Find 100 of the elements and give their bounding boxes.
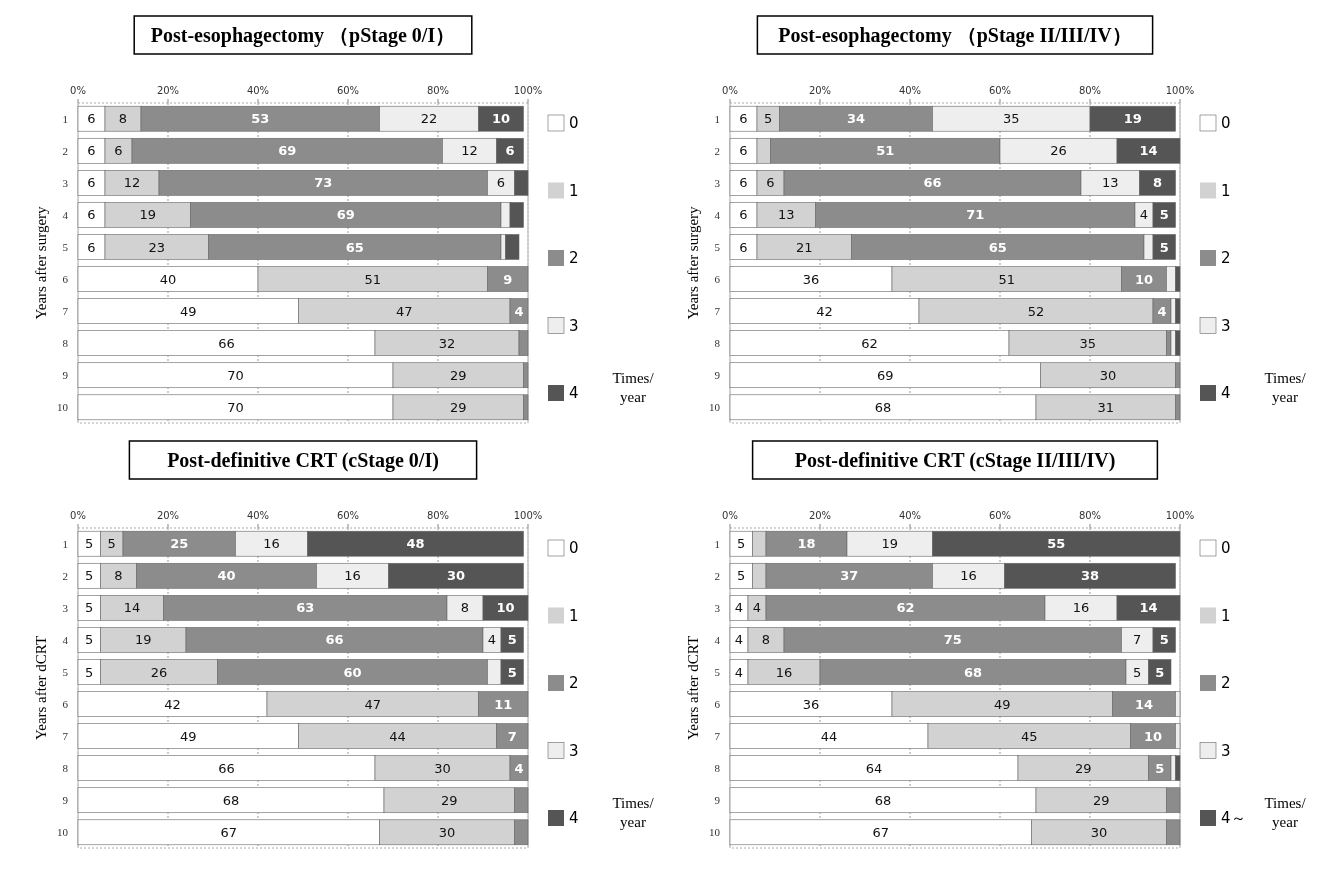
y-axis-title: Years after dCRT	[685, 635, 701, 741]
x-tick-label: 0%	[70, 510, 86, 521]
y-tick-label: 9	[62, 794, 69, 807]
data-label: 8	[1152, 175, 1163, 191]
y-tick-label: 4	[714, 208, 721, 221]
data-label: 62	[861, 335, 878, 351]
data-label: 5	[85, 632, 94, 648]
data-label: 51	[364, 271, 382, 287]
data-label: 64	[865, 760, 883, 776]
data-label: 12	[461, 143, 478, 159]
y-tick-label: 2	[62, 569, 68, 582]
data-label: 11	[494, 696, 513, 712]
data-label: 23	[148, 239, 166, 255]
y-tick-label: 1	[62, 112, 68, 125]
data-label: 30	[434, 760, 451, 776]
data-label: 6	[739, 175, 748, 191]
x-tick-label: 80%	[1078, 510, 1102, 521]
y-tick-label: 10	[57, 826, 69, 839]
data-label: 40	[159, 271, 177, 287]
data-label: 66	[923, 175, 942, 191]
data-label: 48	[406, 536, 425, 552]
legend-label: 4	[569, 384, 579, 403]
data-label: 38	[1080, 568, 1100, 584]
x-tick-label: 60%	[336, 510, 360, 521]
data-label: 44	[820, 728, 838, 744]
y-tick-label: 1	[62, 537, 68, 550]
data-label: 7	[1133, 632, 1142, 648]
x-tick-label: 100%	[1165, 85, 1195, 96]
x-tick-label: 20%	[156, 85, 180, 96]
chart-title: Post-definitive CRT (cStage II/III/IV)	[794, 449, 1116, 472]
y-tick-label: 7	[714, 304, 721, 317]
data-label: 32	[438, 335, 456, 351]
data-label: 10	[496, 600, 515, 616]
data-label: 5	[507, 664, 517, 680]
data-label: 16	[1072, 600, 1090, 616]
data-label: 40	[217, 568, 236, 584]
x-tick-label: 40%	[246, 85, 270, 96]
data-label: 5	[85, 600, 94, 616]
y-tick-label: 8	[62, 337, 69, 350]
x-tick-label: 0%	[722, 85, 738, 96]
data-label: 6	[505, 143, 515, 159]
legend-label: 0	[569, 114, 579, 133]
legend-label: 0	[569, 539, 579, 558]
legend-label: 3	[569, 741, 579, 760]
data-label: 47	[395, 303, 413, 319]
data-label: 4	[1157, 303, 1167, 319]
data-label: 19	[134, 632, 152, 648]
y-tick-label: 2	[714, 569, 720, 582]
data-label: 47	[364, 696, 382, 712]
y-tick-label: 10	[709, 401, 721, 414]
data-label: 6	[87, 111, 96, 127]
data-label: 42	[816, 303, 833, 319]
data-label: 75	[943, 632, 962, 648]
data-label: 29	[449, 399, 467, 415]
data-label: 5	[107, 536, 116, 552]
data-label: 13	[777, 207, 795, 223]
data-label: 6	[739, 143, 748, 159]
data-label: 67	[220, 824, 238, 840]
data-label: 22	[420, 111, 438, 127]
data-label: 65	[345, 239, 364, 255]
data-label: 66	[325, 632, 344, 648]
legend-label: 0	[1221, 114, 1231, 133]
data-label: 21	[795, 239, 813, 255]
data-label: 5	[1133, 664, 1142, 680]
y-tick-label: 7	[62, 304, 69, 317]
data-label: 4	[487, 632, 497, 648]
x-tick-label: 60%	[336, 85, 360, 96]
x-tick-label: 100%	[513, 510, 543, 521]
data-label: 8	[118, 111, 128, 127]
data-label: 10	[1134, 271, 1154, 287]
data-label: 8	[761, 632, 771, 648]
data-label: 30	[446, 568, 466, 584]
text: Times/ year	[1264, 370, 1307, 405]
x-tick-label: 20%	[808, 85, 832, 96]
y-tick-label: 9	[714, 794, 721, 807]
text: Times/ year	[612, 795, 655, 830]
chart-title: Post-esophagectomy （pStage 0/I）	[150, 24, 456, 47]
x-tick-label: 80%	[1078, 85, 1102, 96]
legend-label: 2	[1221, 674, 1231, 693]
data-label: 29	[1074, 760, 1092, 776]
data-label: 6	[114, 143, 123, 159]
data-label: 30	[1090, 824, 1108, 840]
data-label: 5	[1155, 664, 1165, 680]
data-label: 29	[449, 367, 467, 383]
data-label: 68	[874, 792, 892, 808]
data-label: 53	[251, 111, 270, 127]
data-label: 9	[503, 271, 513, 287]
y-tick-label: 8	[62, 762, 69, 775]
data-label: 5	[85, 568, 94, 584]
y-tick-label: 3	[714, 601, 721, 614]
data-label: 26	[150, 664, 168, 680]
y-tick-label: 10	[57, 401, 69, 414]
data-label: 69	[876, 367, 894, 383]
data-label: 5	[507, 632, 517, 648]
x-tick-label: 60%	[988, 85, 1012, 96]
data-label: 7	[507, 728, 517, 744]
legend-label: 1	[1221, 606, 1231, 625]
data-label: 5	[737, 568, 746, 584]
data-label: 51	[998, 271, 1016, 287]
data-label: 6	[766, 175, 775, 191]
